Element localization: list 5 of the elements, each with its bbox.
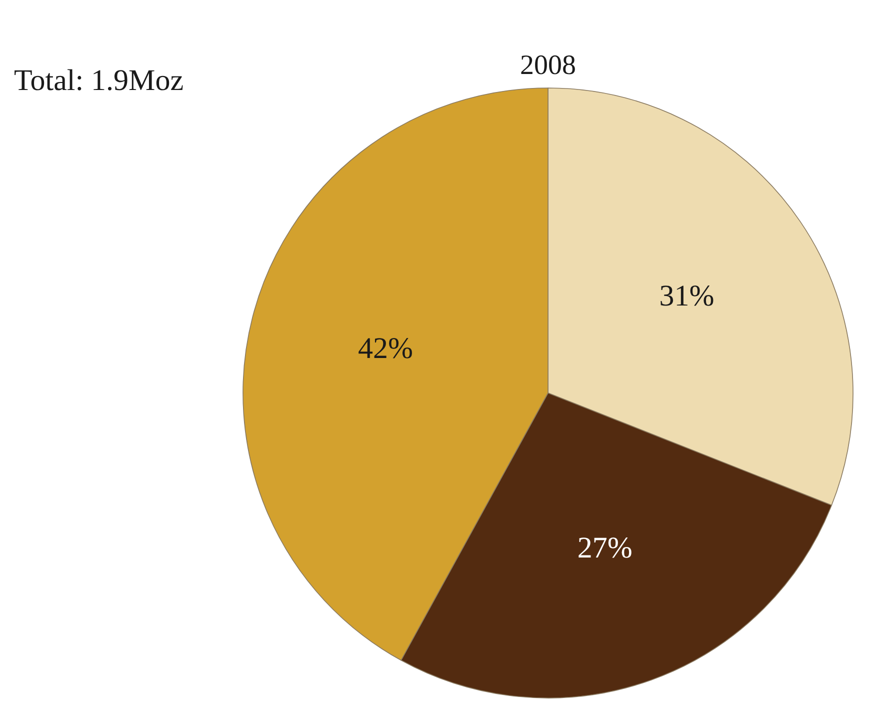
- data-label: 27%: [577, 532, 632, 565]
- chart-title: 2008: [520, 50, 576, 81]
- data-label: 31%: [659, 280, 714, 313]
- text: Total: 1.9Moz: [14, 64, 184, 97]
- data-label: 42%: [358, 332, 414, 366]
